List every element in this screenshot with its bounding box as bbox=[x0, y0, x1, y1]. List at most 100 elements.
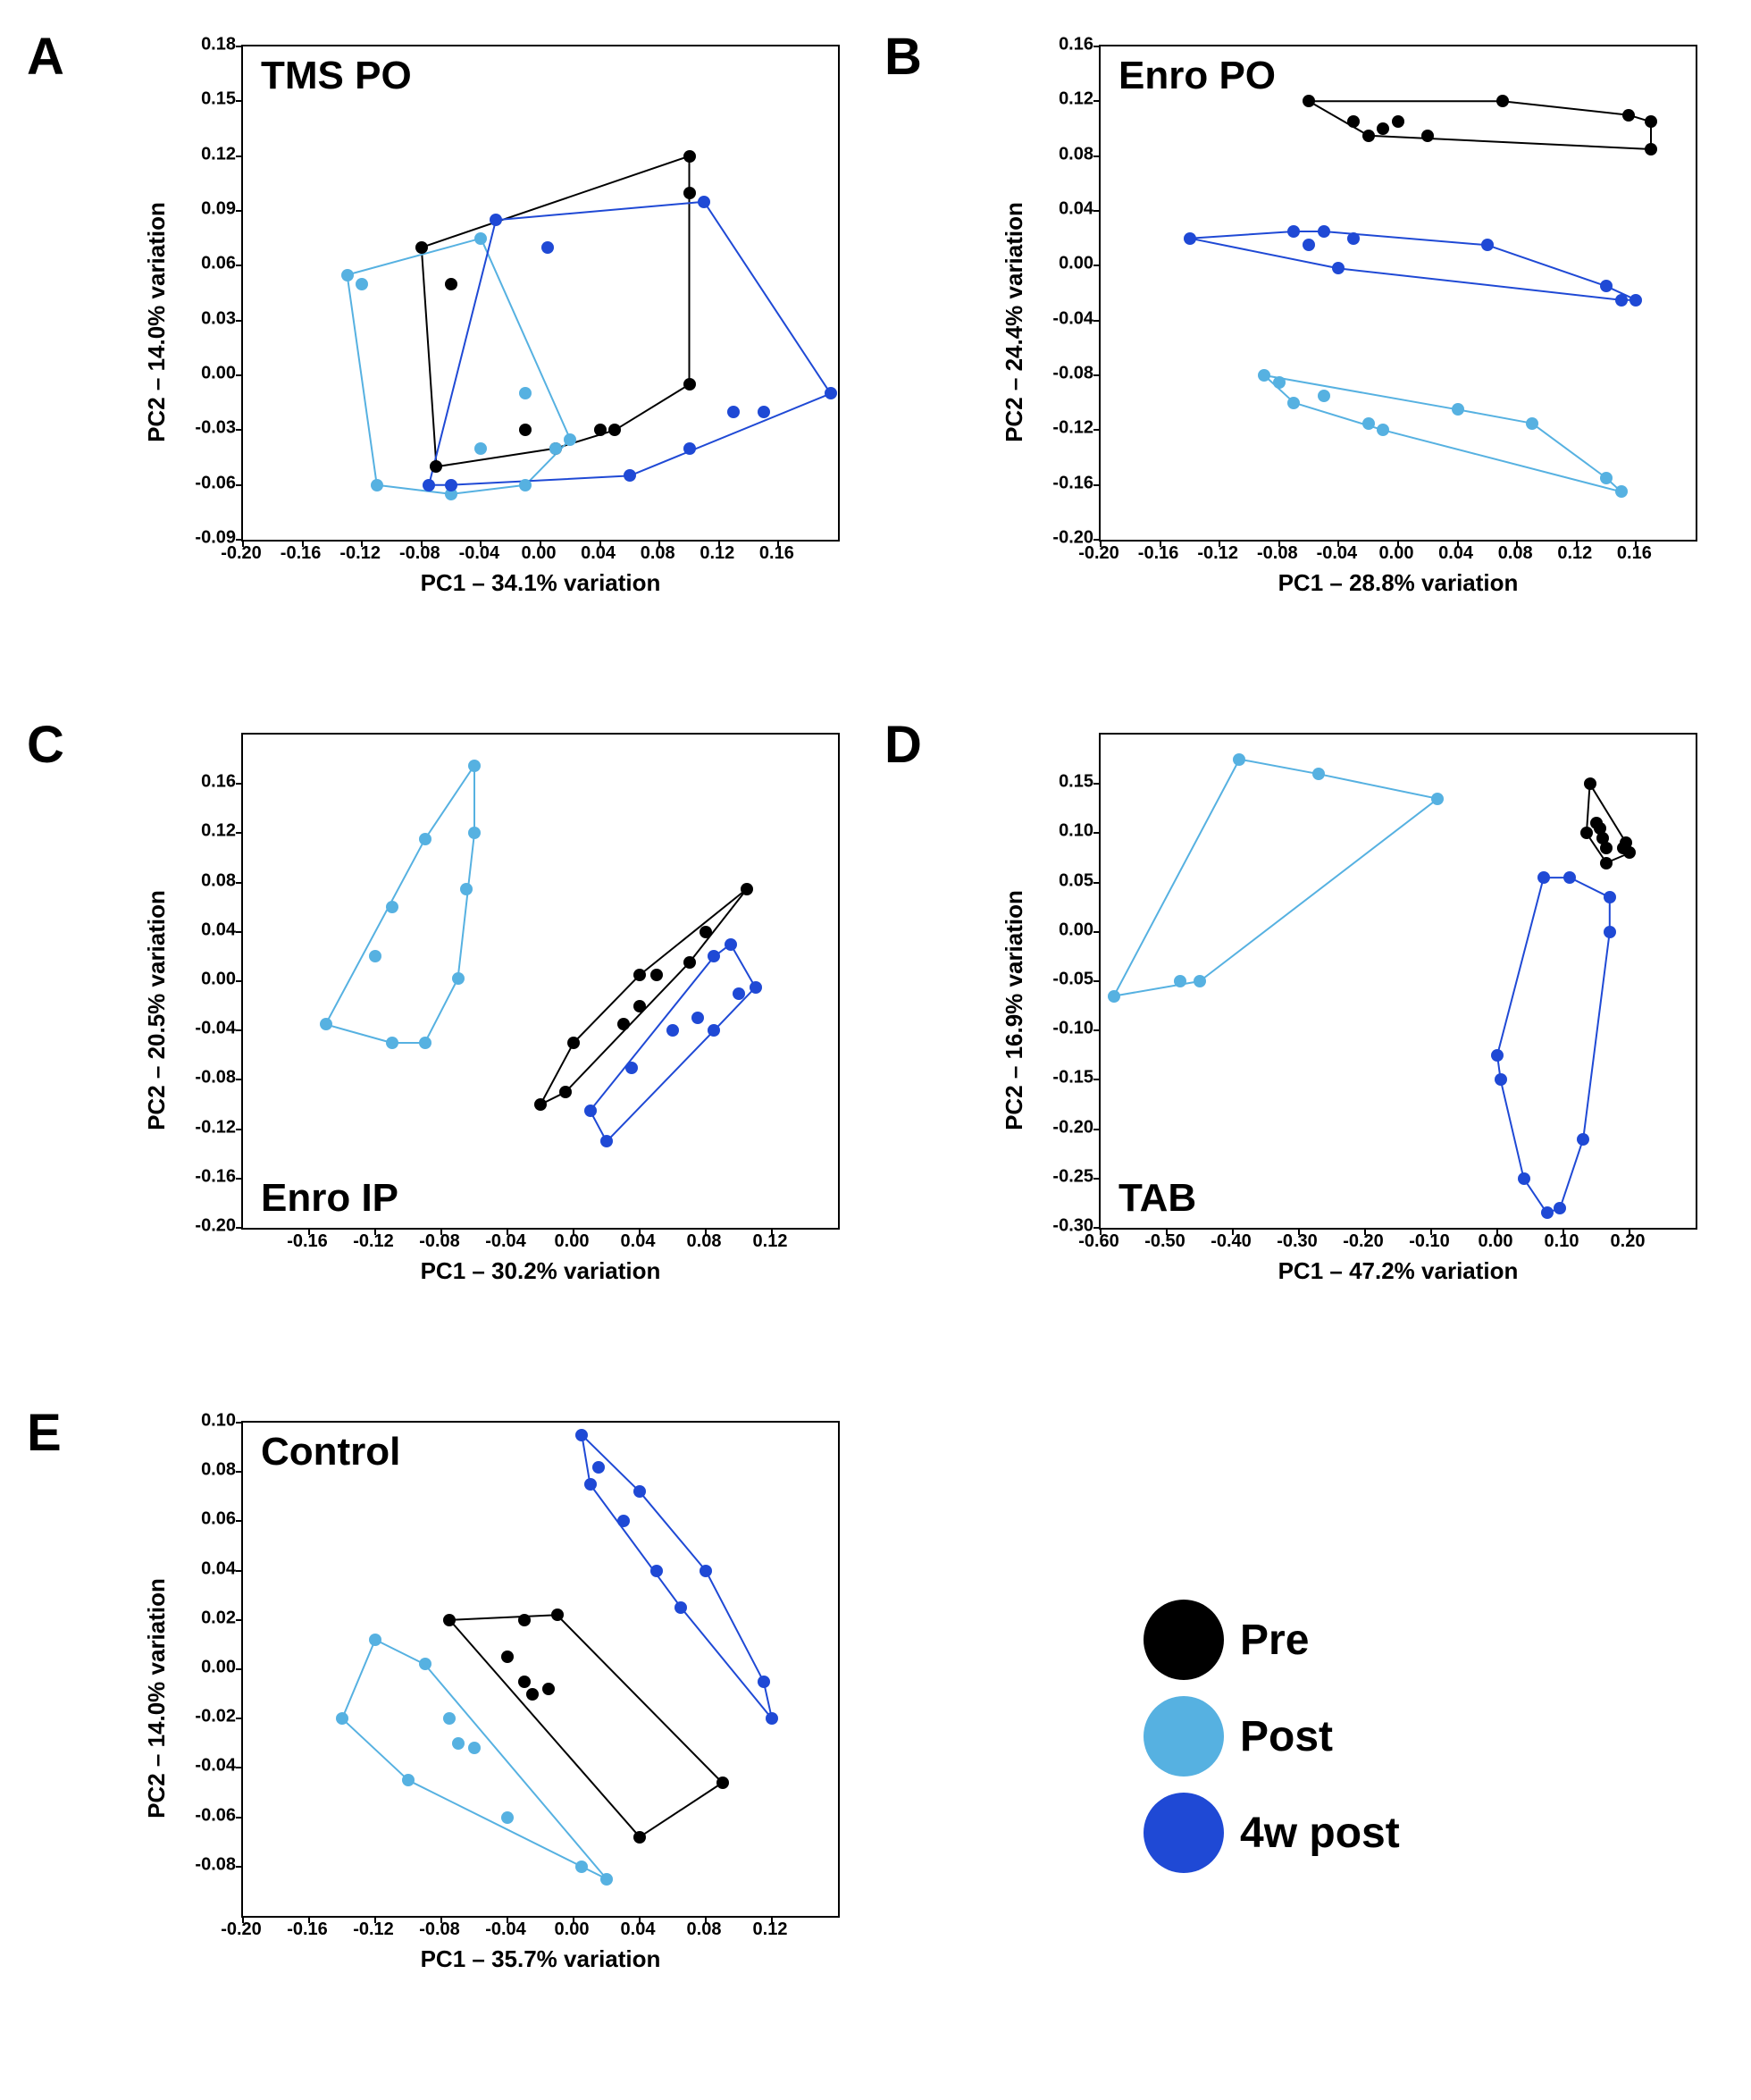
panel-title: Enro PO bbox=[1118, 54, 1276, 98]
y-tick-label: 0.04 bbox=[1059, 199, 1093, 220]
data-point bbox=[733, 987, 745, 1000]
y-tick-label: -0.12 bbox=[1052, 418, 1093, 439]
data-point bbox=[336, 1712, 348, 1725]
data-point bbox=[592, 1461, 605, 1474]
hull-pre bbox=[540, 889, 747, 1105]
data-point bbox=[474, 442, 487, 455]
data-point bbox=[633, 1000, 646, 1012]
x-tick-label: -0.04 bbox=[485, 1231, 526, 1252]
data-point bbox=[608, 424, 621, 436]
x-tick-label: -0.12 bbox=[1197, 543, 1238, 564]
x-tick-label: 0.00 bbox=[522, 543, 557, 564]
x-tick-label: -0.16 bbox=[281, 543, 322, 564]
data-point bbox=[549, 442, 562, 455]
x-tick-label: 0.00 bbox=[555, 1919, 590, 1940]
x-tick-label: 0.08 bbox=[641, 543, 675, 564]
data-point bbox=[445, 278, 457, 290]
hull-pre bbox=[449, 1615, 722, 1836]
panel-letter: E bbox=[27, 1403, 62, 1463]
data-point bbox=[443, 1614, 456, 1626]
x-tick-label: -0.08 bbox=[1257, 543, 1298, 564]
y-tick-label: -0.04 bbox=[195, 1756, 236, 1777]
data-point bbox=[551, 1609, 564, 1621]
data-point bbox=[419, 1037, 431, 1049]
x-axis-title: PC1 – 34.1% variation bbox=[241, 567, 840, 599]
x-tick-label: -0.16 bbox=[1138, 543, 1179, 564]
data-point bbox=[1604, 891, 1616, 903]
x-tick-label: 0.04 bbox=[581, 543, 616, 564]
data-point bbox=[1347, 115, 1360, 128]
data-point bbox=[600, 1135, 613, 1147]
panel-title: TMS PO bbox=[261, 54, 412, 98]
data-point bbox=[650, 1565, 663, 1577]
legend-swatch bbox=[1144, 1600, 1224, 1680]
x-tick-label: 0.00 bbox=[555, 1231, 590, 1252]
data-point bbox=[674, 1601, 687, 1614]
y-tick-label: -0.02 bbox=[195, 1707, 236, 1727]
data-point bbox=[683, 187, 696, 199]
y-tick-label: -0.10 bbox=[1052, 1019, 1093, 1039]
hull-post bbox=[342, 1640, 607, 1879]
panel-letter: B bbox=[884, 27, 922, 87]
data-point bbox=[716, 1777, 729, 1789]
data-point bbox=[691, 1012, 704, 1024]
x-tick-label: -0.20 bbox=[1078, 543, 1119, 564]
data-point bbox=[445, 479, 457, 491]
y-tick-label: 0.08 bbox=[201, 870, 236, 891]
data-point bbox=[575, 1861, 588, 1873]
hull-w4post bbox=[1190, 231, 1637, 300]
data-point bbox=[567, 1037, 580, 1049]
x-tick-label: -0.12 bbox=[339, 543, 381, 564]
plot-area: Enro IP bbox=[241, 733, 840, 1230]
x-tick-label: 0.08 bbox=[1498, 543, 1533, 564]
legend-item: 4w post bbox=[1144, 1793, 1400, 1873]
data-point bbox=[386, 1037, 398, 1049]
data-point bbox=[758, 1676, 770, 1688]
data-point bbox=[1332, 262, 1345, 274]
y-tick-label: 0.15 bbox=[1059, 772, 1093, 793]
data-point bbox=[1287, 397, 1300, 409]
data-point bbox=[1615, 294, 1628, 307]
data-point bbox=[1554, 1202, 1566, 1214]
data-point bbox=[1491, 1049, 1504, 1062]
data-point bbox=[1615, 485, 1628, 498]
x-tick-label: -0.20 bbox=[221, 1919, 262, 1940]
data-point bbox=[1303, 239, 1315, 251]
y-tick-label: -0.04 bbox=[1052, 308, 1093, 329]
data-point bbox=[700, 1565, 712, 1577]
y-tick-label: 0.10 bbox=[1059, 821, 1093, 842]
x-tick-label: 0.08 bbox=[687, 1231, 722, 1252]
y-tick-label: 0.16 bbox=[1059, 35, 1093, 55]
data-point bbox=[600, 1873, 613, 1886]
data-point bbox=[575, 1429, 588, 1441]
x-tick-label: 0.04 bbox=[1438, 543, 1473, 564]
data-point bbox=[1537, 871, 1550, 884]
y-tick-label: 0.06 bbox=[201, 254, 236, 274]
legend-swatch bbox=[1144, 1793, 1224, 1873]
data-point bbox=[369, 950, 381, 962]
data-point bbox=[1362, 130, 1375, 142]
data-point bbox=[1347, 232, 1360, 245]
hull-w4post bbox=[591, 945, 756, 1142]
hull-post bbox=[348, 239, 571, 494]
data-point bbox=[625, 1062, 638, 1074]
panel-letter: D bbox=[884, 715, 922, 775]
y-axis-title: PC2 – 14.0% variation bbox=[143, 1578, 171, 1819]
x-tick-label: 0.12 bbox=[1557, 543, 1592, 564]
x-tick-label: 0.16 bbox=[759, 543, 794, 564]
data-point bbox=[1258, 369, 1270, 382]
data-point bbox=[825, 387, 837, 399]
data-point bbox=[1377, 122, 1389, 135]
panel-letter: A bbox=[27, 27, 64, 87]
data-point bbox=[386, 901, 398, 913]
y-tick-label: 0.18 bbox=[201, 35, 236, 55]
data-point bbox=[1273, 376, 1286, 389]
data-point bbox=[666, 1024, 679, 1037]
data-point bbox=[468, 1742, 481, 1754]
data-point bbox=[1645, 115, 1657, 128]
y-tick-label: -0.06 bbox=[195, 473, 236, 493]
y-tick-label: -0.16 bbox=[1052, 473, 1093, 493]
x-tick-label: 0.12 bbox=[753, 1919, 788, 1940]
y-tick-label: -0.15 bbox=[1052, 1068, 1093, 1088]
x-tick-label: 0.00 bbox=[1379, 543, 1414, 564]
